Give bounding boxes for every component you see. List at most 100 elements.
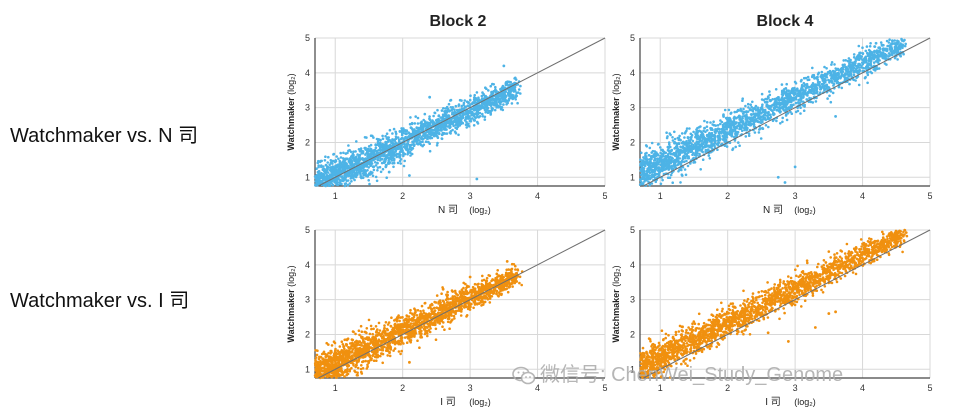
scatter-point: [648, 161, 652, 164]
scatter-point: [722, 126, 725, 129]
scatter-point: [478, 115, 482, 118]
x-tick-label: 1: [333, 383, 338, 393]
scatter-point: [365, 136, 368, 139]
scatter-point: [851, 66, 855, 70]
scatter-point: [448, 110, 451, 113]
scatter-point: [763, 116, 767, 120]
scatter-point: [897, 41, 900, 44]
scatter-point: [396, 161, 400, 165]
scatter-point: [358, 155, 361, 158]
scatter-point: [352, 177, 355, 180]
scatter-point: [769, 113, 772, 117]
scatter-point: [795, 94, 799, 97]
scatter-point: [729, 112, 732, 115]
scatter-point: [803, 89, 806, 93]
scatter-point: [695, 153, 698, 157]
scatter-point: [640, 177, 644, 180]
scatter-point: [869, 70, 872, 74]
scatter-point: [419, 309, 422, 313]
scatter-point: [896, 58, 899, 61]
scatter-point: [833, 79, 837, 83]
scatter-point: [471, 117, 474, 120]
scatter-point: [765, 100, 769, 104]
scatter-point: [392, 151, 395, 154]
scatter-point: [449, 98, 453, 102]
scatter-point: [457, 133, 460, 137]
scatter-point: [477, 96, 480, 99]
scatter-point: [885, 63, 888, 66]
scatter-point: [512, 94, 515, 97]
scatter-point: [643, 179, 647, 182]
scatter-point: [659, 151, 662, 155]
scatter-point: [375, 179, 379, 183]
scatter-point: [656, 169, 660, 172]
scatter-point: [416, 131, 419, 135]
scatter-point: [815, 77, 818, 80]
scatter-point: [355, 161, 358, 164]
scatter-point: [322, 168, 326, 171]
scatter-point: [811, 66, 814, 70]
scatter-point: [694, 150, 698, 154]
scatter-point: [387, 152, 390, 156]
scatter-point: [693, 161, 697, 164]
scatter-point: [749, 113, 753, 116]
scatter-point: [519, 84, 522, 88]
scatter-point: [790, 96, 793, 99]
y-tick-label: 3: [630, 103, 635, 113]
scatter-point: [652, 170, 655, 173]
scatter-point: [814, 100, 818, 103]
scatter-point: [330, 166, 333, 169]
scatter-point: [470, 113, 473, 117]
scatter-point: [784, 106, 788, 109]
scatter-point: [808, 88, 812, 92]
scatter-point: [383, 143, 386, 147]
scatter-point: [361, 367, 365, 370]
scatter-point: [385, 147, 388, 151]
scatter-point: [715, 143, 719, 146]
scatter-point: [729, 132, 732, 136]
scatter-point: [437, 131, 441, 135]
scatter-point: [813, 77, 816, 80]
scatter-point: [802, 109, 806, 112]
scatter-point: [415, 126, 418, 129]
scatter-point: [836, 67, 840, 71]
scatter-point: [797, 90, 800, 94]
scatter-point: [888, 44, 891, 47]
scatter-point: [375, 151, 379, 155]
scatter-point: [667, 162, 670, 166]
scatter-point: [330, 175, 333, 178]
scatter-point: [668, 143, 671, 146]
scatter-point: [734, 132, 737, 135]
scatter-point: [825, 83, 829, 87]
scatter-point: [785, 113, 788, 116]
scatter-point: [696, 140, 700, 144]
x-axis-label: N 司: [438, 205, 458, 216]
scatter-point: [336, 349, 340, 352]
scatter-point: [346, 179, 350, 182]
scatter-point: [367, 166, 370, 169]
scatter-point: [321, 174, 324, 177]
scatter-point: [797, 98, 800, 102]
scatter-point: [793, 86, 796, 90]
scatter-point: [683, 143, 687, 146]
scatter-point: [779, 122, 782, 125]
scatter-point: [673, 142, 676, 145]
scatter-point: [513, 77, 516, 80]
scatter-point: [342, 163, 345, 167]
x-tick-label: 3: [468, 383, 473, 393]
scatter-point: [660, 167, 663, 171]
scatter-point: [695, 147, 698, 150]
scatter-point: [390, 152, 394, 156]
scatter-point: [346, 183, 350, 187]
scatter-point: [745, 120, 748, 124]
scatter-point: [402, 128, 405, 132]
scatter-point: [413, 122, 417, 125]
block-title-2: Block 2: [429, 13, 487, 30]
scatter-point: [508, 91, 512, 94]
scatter-point: [859, 51, 862, 55]
scatter-point: [467, 109, 471, 113]
scatter-point: [466, 117, 469, 120]
scatter-point: [794, 91, 797, 94]
y-tick-label: 5: [305, 225, 310, 235]
scatter-point: [680, 168, 683, 172]
